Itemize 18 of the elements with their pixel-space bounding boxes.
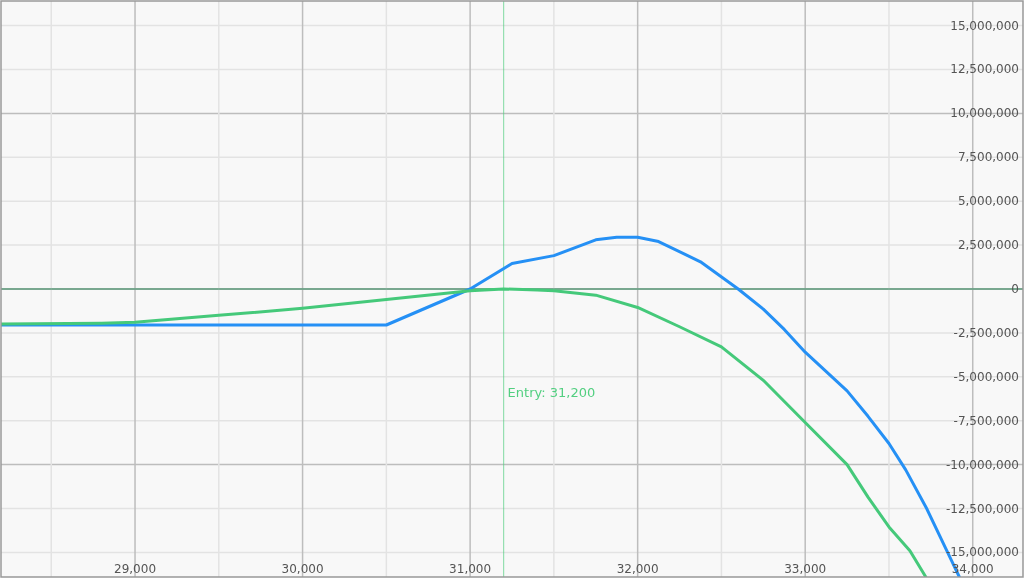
ref-line-label: Entry: 31,200 [507,384,596,400]
y-tick-label: 5,000,000 [957,193,1019,208]
y-tick-label: 10,000,000 [950,105,1019,120]
y-tick-label: -7,500,000 [953,413,1019,428]
y-tick-label: -10,000,000 [945,457,1019,472]
x-tick-label: 29,000 [114,562,157,576]
x-tick-label: 32,000 [616,562,659,576]
x-tick-label: 33,000 [784,562,827,576]
y-tick-label: 15,000,000 [950,18,1019,33]
y-tick-label: -5,000,000 [953,369,1019,384]
y-tick-label: 2,500,000 [957,237,1019,252]
line-series [1,287,928,577]
y-tick-label: 12,500,000 [950,61,1019,76]
y-tick-label: -12,500,000 [945,501,1019,516]
x-tick-label: 31,000 [449,562,492,576]
y-tick-label: -2,500,000 [953,325,1019,340]
y-tick-label: 7,500,000 [957,149,1019,164]
x-tick-label: 30,000 [281,562,324,576]
